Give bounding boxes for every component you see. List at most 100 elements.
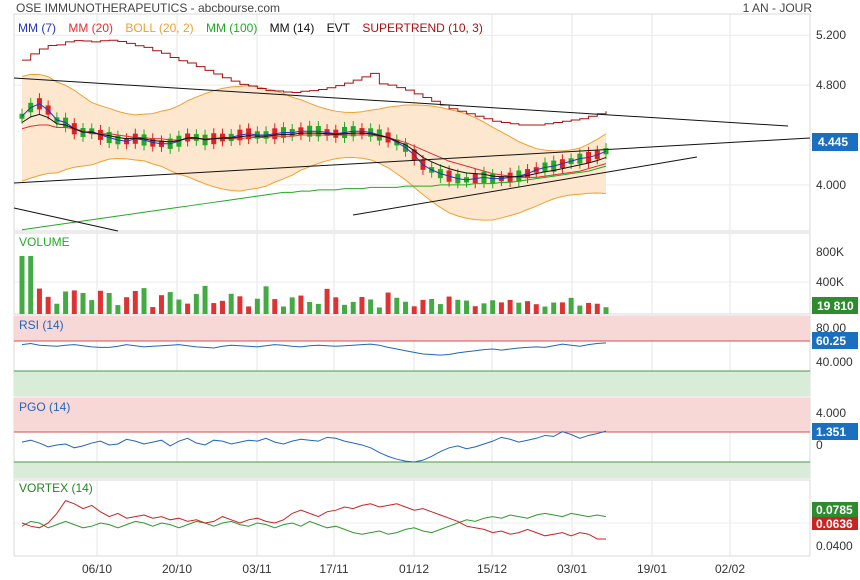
volume-bar: [342, 304, 348, 314]
legend-mm7[interactable]: MM (7): [18, 21, 56, 35]
volume-bar: [350, 301, 356, 314]
volume-bar: [89, 300, 95, 314]
legend-evt[interactable]: EVT: [326, 21, 351, 35]
oversold-zone: [14, 371, 810, 396]
volume-bar: [429, 299, 435, 314]
volume-bar: [272, 299, 278, 314]
trendline-channel: [352, 156, 698, 216]
volume-bar: [158, 295, 164, 314]
volume-bar: [542, 306, 548, 314]
volume-bar: [464, 300, 470, 314]
volume-bar: [106, 292, 112, 314]
x-tick-label: 03/01: [557, 562, 587, 576]
volume-bar: [45, 296, 51, 314]
volume-bar: [455, 299, 461, 314]
volume-bar: [19, 256, 25, 314]
vortex-minus-line: [21, 499, 606, 540]
trendline-resistance: [13, 77, 789, 127]
x-tick-label: 15/12: [477, 562, 507, 576]
volume-bar: [533, 304, 539, 314]
volume-bar: [359, 296, 365, 314]
volume-bar: [237, 296, 243, 314]
rsi-y-tick: 80.00: [816, 321, 846, 335]
volume-bar: [141, 288, 147, 314]
bollinger-band-fill: [22, 74, 606, 221]
volume-bar: [298, 295, 304, 314]
volume-bar: [80, 292, 86, 314]
pgo-last-value: 1.351: [816, 425, 846, 439]
legend-boll[interactable]: BOLL (20, 2): [125, 21, 194, 35]
candle-body: [603, 148, 609, 155]
legend-mm100[interactable]: MM (100): [205, 21, 258, 35]
bollinger-upper-line: [21, 73, 607, 152]
x-tick-label: 06/10: [82, 562, 112, 576]
supertrend-line: [22, 39, 607, 126]
volume-bar: [420, 299, 426, 314]
volume-bar: [219, 300, 225, 314]
volume-bar: [307, 301, 313, 314]
volume-bar: [498, 302, 504, 314]
volume-bar: [228, 293, 234, 314]
x-tick-label: 17/11: [319, 562, 348, 576]
volume-bar: [71, 290, 77, 314]
rsi-last-value: 60.25: [816, 334, 846, 348]
overbought-zone: [14, 398, 810, 432]
vortex-y-tick: 0.0400: [816, 539, 853, 553]
price-y-tick: 5.200: [816, 28, 846, 42]
volume-bar: [246, 306, 252, 314]
overbought-zone: [14, 316, 810, 341]
volume-bar: [54, 303, 60, 314]
trendline-lower-left: [13, 207, 119, 232]
volume-badge: [812, 297, 858, 314]
volume-bar: [594, 303, 600, 314]
oversold-zone: [14, 462, 810, 478]
volume-bar: [525, 301, 531, 314]
volume-bar: [202, 285, 208, 314]
volume-bar: [586, 302, 592, 314]
volume-bar: [280, 306, 286, 314]
legend-supertrend[interactable]: SUPERTREND (10, 3): [362, 21, 483, 35]
mm14-line: [21, 113, 607, 178]
vortex-minus-value: 0.0636: [816, 517, 853, 531]
volume-bar: [507, 299, 513, 314]
rsi-line: [21, 342, 607, 356]
vortex-plus-line: [21, 512, 607, 535]
volume-bar: [481, 303, 487, 314]
volume-bar: [315, 303, 321, 314]
volume-bar: [124, 297, 130, 314]
volume-bar: [446, 296, 452, 314]
pgo-panel-title: PGO (14): [19, 400, 71, 414]
vortex-plus-value: 0.0785: [816, 503, 853, 517]
period-selector[interactable]: 1 AN - JOUR: [742, 1, 812, 15]
volume-bar: [385, 292, 391, 314]
x-tick-label: 20/10: [162, 562, 192, 576]
pgo-badge: [812, 423, 858, 440]
volume-bar: [551, 302, 557, 314]
volume-bar: [176, 299, 182, 314]
volume-bar: [368, 299, 374, 314]
volume-bar: [559, 302, 565, 314]
trendline-support: [13, 137, 811, 184]
volume-bar: [324, 288, 330, 314]
volume-bar: [403, 301, 409, 314]
pgo-line: [21, 430, 607, 463]
legend-mm14[interactable]: MM (14): [269, 21, 315, 35]
pgo-y-tick: 4.000: [816, 406, 846, 420]
legend-mm20[interactable]: MM (20): [68, 21, 114, 35]
volume-bar: [150, 307, 156, 314]
x-tick-label: 01/12: [399, 562, 429, 576]
price-badge: [812, 133, 858, 151]
mm7-line: [21, 103, 607, 181]
rsi-y-tick: 40.000: [816, 355, 853, 369]
rsi-panel-title: RSI (14): [19, 318, 64, 332]
x-tick-label: 03/11: [242, 562, 271, 576]
x-tick-label: 02/02: [715, 562, 745, 576]
indicator-legend: MM (7) MM (20) BOLL (20, 2) MM (100) MM …: [18, 21, 492, 35]
volume-bar: [333, 297, 339, 314]
volume-bar: [263, 286, 269, 314]
volume-bar: [97, 290, 103, 314]
vortex-minus-badge: [812, 517, 858, 530]
price-y-tick: 4.800: [816, 78, 846, 92]
volume-bar: [115, 305, 121, 314]
